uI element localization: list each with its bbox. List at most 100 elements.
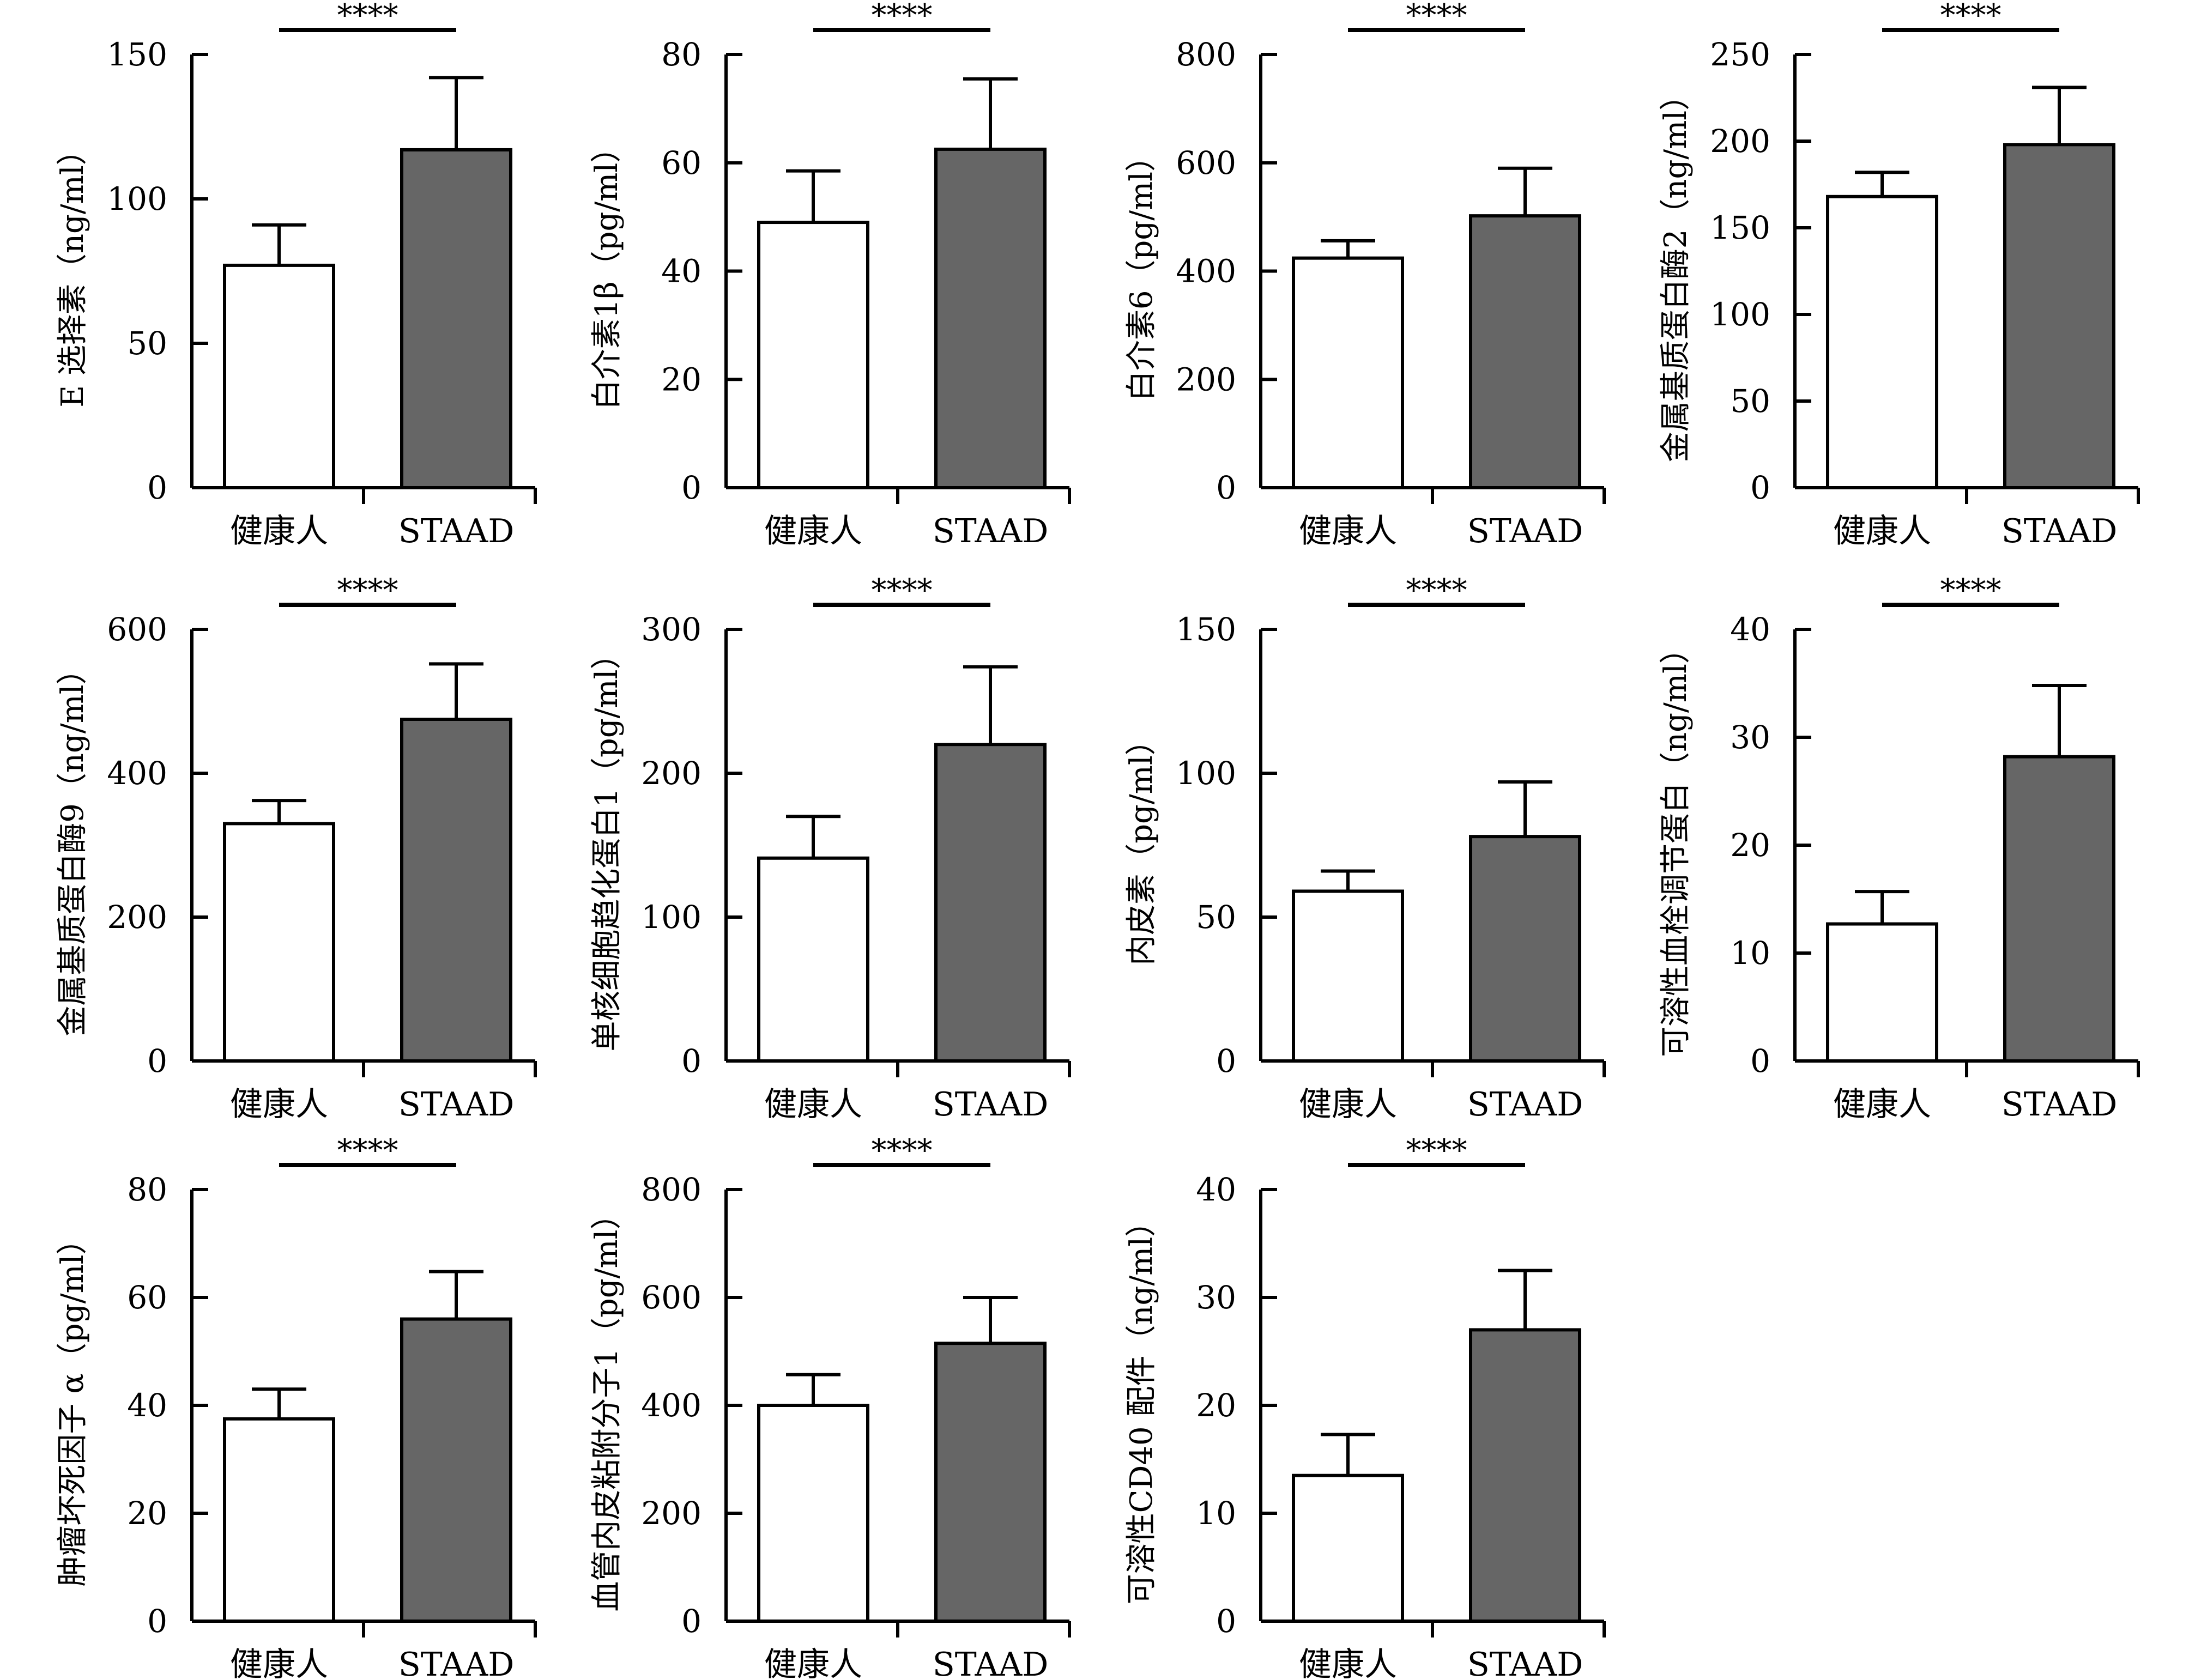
x-category-label: STAAD (2001, 512, 2118, 550)
y-tick-label: 100 (1710, 296, 1770, 333)
bar-control (1292, 1473, 1404, 1623)
significance-stars: **** (337, 1133, 398, 1168)
x-category-label: STAAD (1467, 1646, 1583, 1680)
chart-panel-1: 0 50 100 150 健康人 STAAD **** E 选择素（ng/ml） (55, 0, 537, 550)
significance-stars: **** (872, 573, 933, 608)
chart-panel-11: 0 10 20 30 40 健康人 STAAD **** 可溶性CD40 配件（ng/ml） (1124, 1133, 1606, 1680)
bar-staad (934, 743, 1047, 1063)
y-tick-label: 400 (107, 755, 167, 792)
chart-panel-2: 0 20 40 60 80 健康人 STAAD **** 白介素1β（pg/ml） (589, 0, 1071, 550)
x-category-label: 健康人 (1299, 512, 1397, 550)
bar-staad (400, 1317, 512, 1623)
bar-staad (2003, 143, 2115, 489)
y-tick-label: 0 (1216, 1042, 1236, 1079)
chart-panel-10: 0 200 400 600 800 健康人 STAAD **** 血管内皮粘附分子1（pg/ml… (589, 1133, 1071, 1680)
x-category-label: STAAD (398, 512, 515, 550)
chart-panel-4: 0 50 100 150 200 250 健康人 STAAD **** 金属基质蛋白酶2（ng/m… (1658, 0, 2140, 550)
y-tick-label: 0 (681, 469, 702, 506)
x-category-label: STAAD (933, 1085, 1049, 1124)
y-tick-label: 200 (641, 1495, 702, 1532)
y-tick-label: 20 (1730, 827, 1770, 864)
y-tick-label: 600 (641, 1279, 702, 1316)
significance-stars: **** (872, 0, 933, 33)
significance-stars: **** (337, 573, 398, 608)
y-tick-label: 80 (661, 36, 702, 73)
y-tick-label: 200 (107, 899, 167, 936)
bar-control (1826, 922, 1938, 1063)
chart-panel-3: 0 200 400 600 800 健康人 STAAD **** 白介素6（pg/ml） (1124, 0, 1606, 550)
y-tick-label: 300 (641, 611, 702, 648)
y-tick-label: 800 (641, 1171, 702, 1208)
chart-panel-6: 0 100 200 300 健康人 STAAD **** 单核细胞趋化蛋白1（pg/ml） (589, 573, 1071, 1124)
y-tick-label: 100 (641, 899, 702, 936)
x-category-label: STAAD (398, 1085, 515, 1124)
significance-stars: **** (872, 1133, 933, 1168)
x-category-label: STAAD (933, 512, 1049, 550)
y-tick-label: 0 (681, 1603, 702, 1640)
bar-control (1292, 256, 1404, 489)
x-category-label: 健康人 (230, 512, 328, 550)
x-category-label: 健康人 (764, 512, 862, 550)
bar-staad (1469, 1328, 1581, 1623)
y-tick-label: 60 (661, 144, 702, 181)
significance-stars: **** (1406, 0, 1467, 33)
y-tick-label: 20 (661, 361, 702, 398)
bar-control (1292, 889, 1404, 1063)
y-tick-label: 0 (1216, 469, 1236, 506)
y-axis-label: 内皮素（pg/ml） (1124, 725, 1159, 966)
y-tick-label: 200 (1176, 361, 1236, 398)
y-tick-label: 0 (1750, 469, 1770, 506)
y-tick-label: 40 (1730, 611, 1770, 648)
significance-stars: **** (1406, 573, 1467, 608)
chart-panel-9: 0 20 40 60 80 健康人 STAAD **** 肿瘤坏死因子 α（pg/ml） (55, 1133, 537, 1680)
bar-control (1826, 195, 1938, 489)
y-tick-label: 600 (1176, 144, 1236, 181)
y-tick-label: 0 (147, 1042, 167, 1079)
y-tick-label: 400 (641, 1387, 702, 1424)
bar-staad (400, 148, 512, 489)
y-axis-label: 单核细胞趋化蛋白1（pg/ml） (589, 639, 625, 1051)
bar-control (223, 1417, 335, 1623)
y-tick-label: 20 (127, 1495, 167, 1532)
x-category-label: 健康人 (230, 1646, 328, 1680)
y-tick-label: 80 (127, 1171, 167, 1208)
y-tick-label: 800 (1176, 36, 1236, 73)
y-tick-label: 50 (1196, 899, 1236, 936)
x-category-label: STAAD (2001, 1085, 2118, 1124)
y-tick-label: 0 (1216, 1603, 1236, 1640)
y-tick-label: 50 (1730, 383, 1770, 420)
y-tick-label: 30 (1196, 1279, 1236, 1316)
y-axis-label: 可溶性CD40 配件（ng/ml） (1124, 1206, 1159, 1605)
y-tick-label: 40 (1196, 1171, 1236, 1208)
bar-staad (934, 1342, 1047, 1623)
chart-panel-5: 0 200 400 600 健康人 STAAD **** 金属基质蛋白酶9（ng/ml） (55, 573, 537, 1124)
y-tick-label: 50 (127, 325, 167, 362)
y-axis-label: 血管内皮粘附分子1（pg/ml） (589, 1199, 625, 1611)
x-category-label: STAAD (1467, 1085, 1583, 1124)
bar-control (757, 856, 869, 1063)
y-tick-label: 100 (107, 180, 167, 217)
y-tick-label: 100 (1176, 755, 1236, 792)
significance-stars: **** (1940, 573, 2001, 608)
y-axis-label: 金属基质蛋白酶2（ng/ml） (1658, 80, 1694, 462)
bar-control (757, 221, 869, 489)
y-tick-label: 200 (641, 755, 702, 792)
x-category-label: 健康人 (1299, 1085, 1397, 1124)
bar-staad (934, 147, 1047, 489)
y-axis-label: 可溶性血栓调节蛋白（ng/ml） (1658, 633, 1694, 1057)
significance-stars: **** (1940, 0, 2001, 33)
bar-control (223, 822, 335, 1063)
y-axis-label: 白介素6（pg/ml） (1124, 141, 1159, 401)
y-tick-label: 40 (661, 253, 702, 290)
x-category-label: 健康人 (764, 1085, 862, 1124)
y-tick-label: 0 (1750, 1042, 1770, 1079)
bar-staad (1469, 214, 1581, 489)
y-tick-label: 400 (1176, 253, 1236, 290)
y-tick-label: 250 (1710, 36, 1770, 73)
chart-panel-8: 0 10 20 30 40 健康人 STAAD **** 可溶性血栓调节蛋白（ng/ml） (1658, 573, 2140, 1124)
significance-stars: **** (1406, 1133, 1467, 1168)
x-category-label: 健康人 (230, 1085, 328, 1124)
y-tick-label: 10 (1196, 1495, 1236, 1532)
bar-control (223, 263, 335, 489)
chart-panel-7: 0 50 100 150 健康人 STAAD **** 内皮素（pg/ml） (1124, 573, 1606, 1124)
